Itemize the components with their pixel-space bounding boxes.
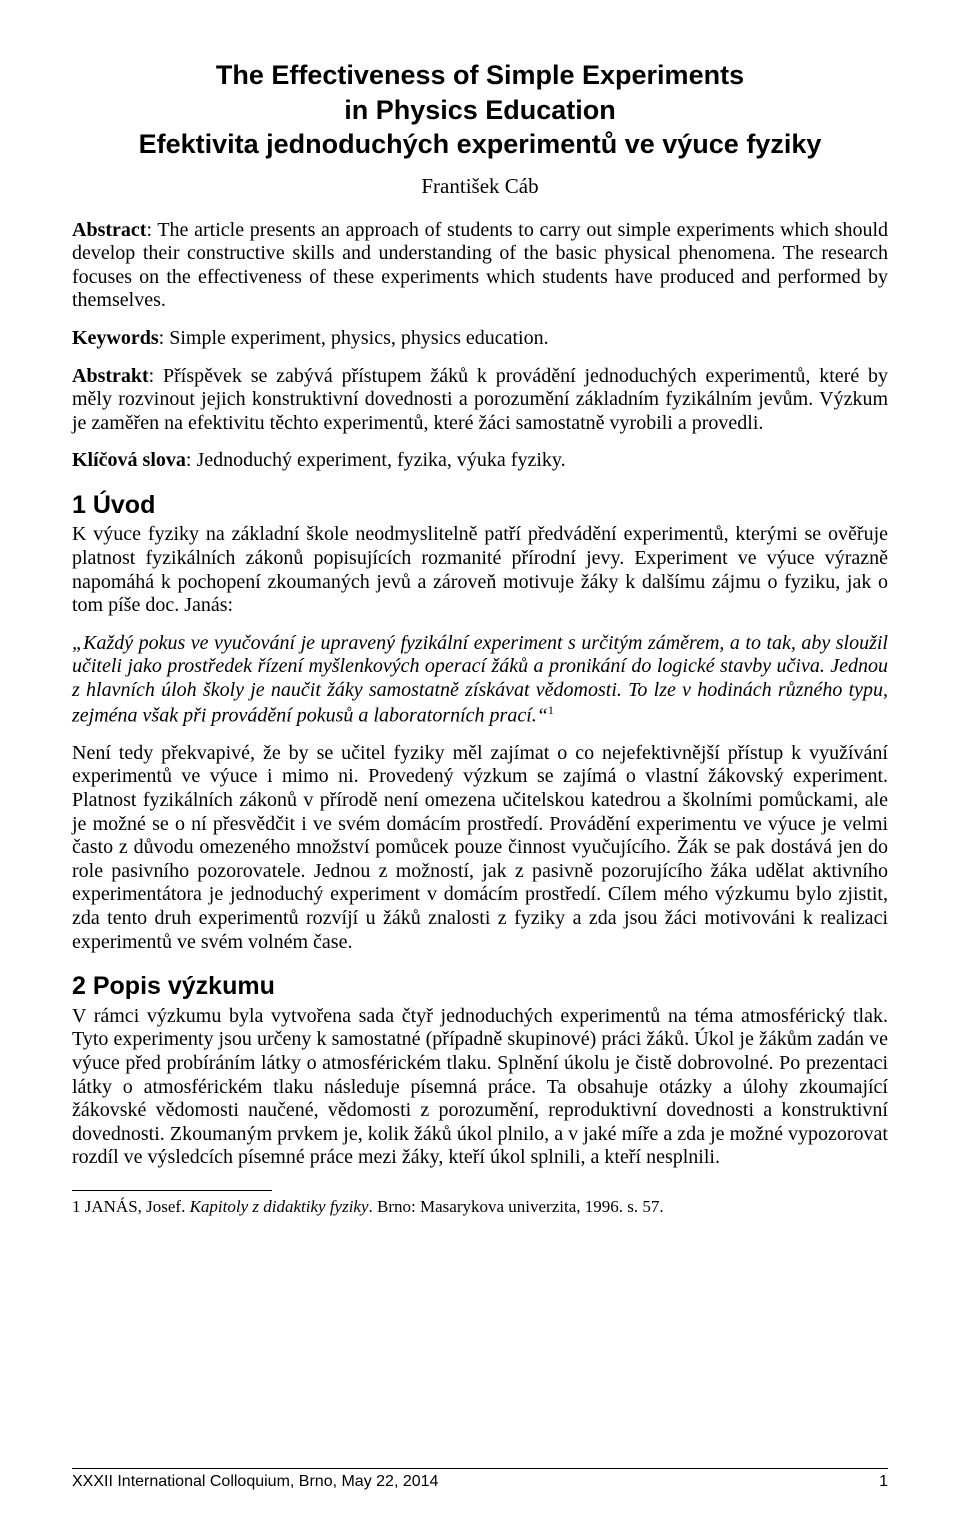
abstract-paragraph: Abstract: The article presents an approa…: [72, 219, 888, 313]
abstrakt-paragraph: Abstrakt: Příspěvek se zabývá přístupem …: [72, 365, 888, 436]
keywords-text: : Simple experiment, physics, physics ed…: [159, 327, 549, 349]
author-name: František Cáb: [72, 174, 888, 199]
title-block: The Effectiveness of Simple Experiments …: [72, 58, 888, 162]
keywords-label: Keywords: [72, 327, 159, 349]
title-line-2: in Physics Education: [72, 93, 888, 128]
section-2-p1: V rámci výzkumu byla vytvořena sada čtyř…: [72, 1005, 888, 1170]
klicova-label: Klíčová slova: [72, 449, 186, 471]
klicova-text: : Jednoduchý experiment, fyzika, výuka f…: [186, 449, 566, 471]
section-1-p1: K výuce fyziky na základní škole neodmys…: [72, 523, 888, 617]
footnote-post: . Brno: Masarykova univerzita, 1996. s. …: [369, 1197, 664, 1216]
footnote-num: 1: [72, 1197, 81, 1216]
abstrakt-text: : Příspěvek se zabývá přístupem žáků k p…: [72, 365, 888, 434]
footnote-pre: JANÁS, Josef.: [81, 1197, 190, 1216]
footer-left: XXXII International Colloquium, Brno, Ma…: [72, 1473, 438, 1491]
section-1-quote: „Každý pokus ve vyučování je upravený fy…: [72, 632, 888, 728]
keywords-paragraph: Keywords: Simple experiment, physics, ph…: [72, 327, 888, 351]
page-footer: XXXII International Colloquium, Brno, Ma…: [72, 1468, 888, 1491]
footnote-separator: [72, 1190, 272, 1191]
quote-text: „Každý pokus ve vyučování je upravený fy…: [72, 632, 888, 726]
footnote-italic: Kapitoly z didaktiky fyziky: [190, 1197, 369, 1216]
klicova-paragraph: Klíčová slova: Jednoduchý experiment, fy…: [72, 449, 888, 473]
page: The Effectiveness of Simple Experiments …: [0, 0, 960, 1529]
section-1-heading: 1 Úvod: [72, 489, 888, 522]
footnote-1: 1 JANÁS, Josef. Kapitoly z didaktiky fyz…: [72, 1197, 888, 1217]
abstract-label: Abstract: [72, 219, 146, 241]
abstract-text: : The article presents an approach of st…: [72, 219, 888, 312]
section-2-heading: 2 Popis výzkumu: [72, 970, 888, 1003]
footnote-ref-1: 1: [548, 703, 554, 717]
footer-page-number: 1: [879, 1473, 888, 1491]
title-line-3: Efektivita jednoduchých experimentů ve v…: [72, 127, 888, 162]
section-1-p2: Není tedy překvapivé, že by se učitel fy…: [72, 742, 888, 954]
abstrakt-label: Abstrakt: [72, 365, 149, 387]
title-line-1: The Effectiveness of Simple Experiments: [72, 58, 888, 93]
